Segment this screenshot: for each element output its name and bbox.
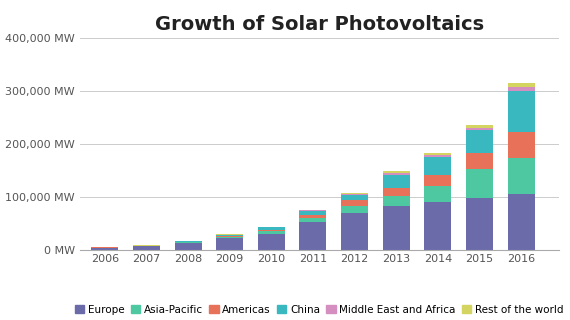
Bar xyxy=(258,231,285,234)
Bar xyxy=(299,210,327,211)
Bar xyxy=(508,158,535,194)
Bar xyxy=(466,125,493,128)
Bar xyxy=(508,91,535,132)
Bar xyxy=(382,173,410,175)
Bar xyxy=(466,169,493,198)
Bar xyxy=(91,248,119,250)
Bar xyxy=(466,198,493,250)
Bar xyxy=(216,238,243,250)
Bar xyxy=(216,235,243,236)
Bar xyxy=(508,194,535,250)
Bar xyxy=(258,234,285,250)
Bar xyxy=(424,157,451,175)
Bar xyxy=(133,246,160,250)
Bar xyxy=(424,175,451,186)
Bar xyxy=(299,218,327,222)
Bar xyxy=(424,155,451,157)
Bar xyxy=(508,83,535,87)
Bar xyxy=(424,202,451,250)
Bar xyxy=(299,215,327,218)
Bar xyxy=(466,128,493,130)
Bar xyxy=(382,206,410,250)
Bar xyxy=(341,201,368,206)
Bar xyxy=(299,211,327,215)
Bar xyxy=(424,186,451,202)
Bar xyxy=(508,132,535,158)
Bar xyxy=(382,171,410,173)
Bar xyxy=(299,222,327,250)
Bar xyxy=(341,195,368,201)
Bar xyxy=(341,194,368,195)
Bar xyxy=(174,243,202,250)
Bar xyxy=(216,237,243,238)
Title: Growth of Solar Photovoltaics: Growth of Solar Photovoltaics xyxy=(154,15,484,34)
Bar xyxy=(216,236,243,237)
Bar xyxy=(382,188,410,196)
Bar xyxy=(341,212,368,250)
Bar xyxy=(424,153,451,155)
Bar xyxy=(341,193,368,194)
Bar xyxy=(258,229,285,231)
Bar xyxy=(258,228,285,229)
Bar xyxy=(258,227,285,228)
Bar xyxy=(174,242,202,243)
Bar xyxy=(466,130,493,153)
Legend: Europe, Asia-Pacific, Americas, China, Middle East and Africa, Rest of the world: Europe, Asia-Pacific, Americas, China, M… xyxy=(75,305,564,315)
Bar xyxy=(382,175,410,188)
Bar xyxy=(466,153,493,169)
Bar xyxy=(341,206,368,212)
Bar xyxy=(382,196,410,206)
Bar xyxy=(508,87,535,91)
